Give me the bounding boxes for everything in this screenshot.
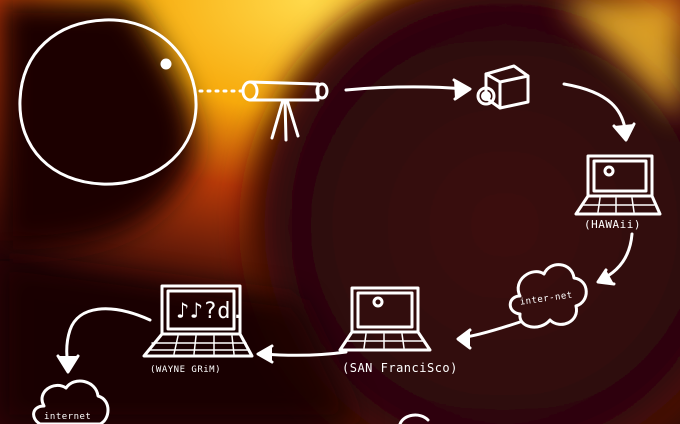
- label-hawaii: (HAWAii): [584, 218, 641, 231]
- camera-icon: [476, 64, 530, 110]
- cloud-icon: [32, 379, 110, 424]
- laptop-icon: [142, 284, 254, 358]
- arrow-icon: [596, 232, 634, 286]
- telescope-icon: [241, 80, 329, 142]
- laptop-icon: [574, 154, 662, 216]
- partial-sun-icon: [398, 413, 430, 424]
- arrow-icon: [562, 82, 636, 142]
- arrow-icon: [56, 307, 152, 374]
- label-wayne-grim: (WAYNE GRiM): [150, 365, 221, 375]
- arrow-icon: [344, 78, 472, 101]
- arrow-icon: [456, 320, 522, 350]
- sun-circle-icon: [18, 18, 198, 186]
- laptop-icon: [338, 286, 432, 352]
- arrow-icon: [256, 344, 348, 364]
- cloud-icon: [508, 263, 588, 329]
- label-san-francisco: (SAN FranciSco): [342, 361, 458, 375]
- label-internet-2: internet: [44, 412, 91, 422]
- music-notes-text: ♪♪?d.: [176, 299, 245, 324]
